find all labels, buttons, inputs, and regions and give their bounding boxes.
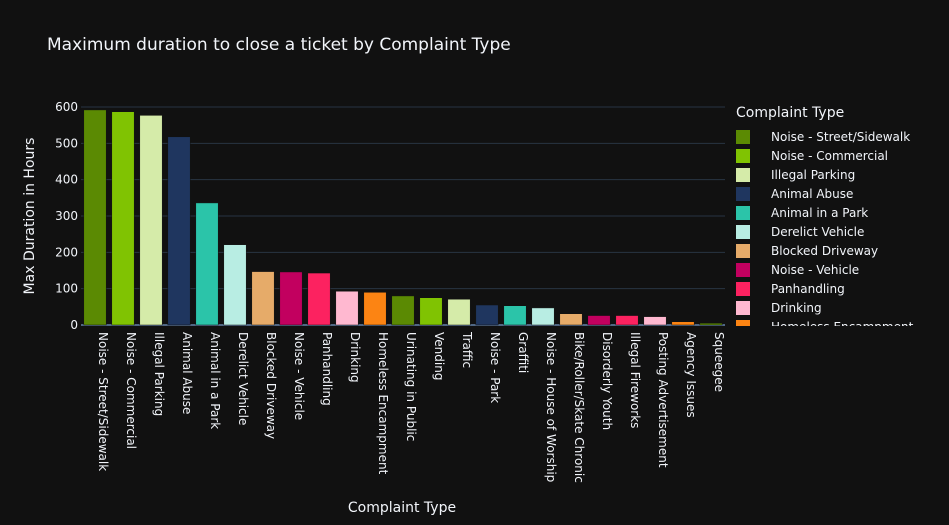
legend-swatch — [736, 206, 750, 220]
x-tick-label: Noise - Commercial — [124, 332, 138, 449]
legend-item[interactable]: Noise - Vehicle — [727, 260, 937, 279]
x-tick-label: Illegal Fireworks — [628, 332, 642, 428]
legend-swatch — [736, 282, 750, 296]
legend-label: Animal in a Park — [771, 206, 868, 220]
y-axis-ticks: 0 100 200 300 400 500 600 — [55, 100, 78, 332]
x-tick-label: Noise - Street/Sidewalk — [96, 332, 110, 471]
legend-swatch — [736, 149, 750, 163]
y-tick-label: 100 — [55, 282, 78, 296]
legend-label: Noise - Vehicle — [771, 263, 859, 277]
x-tick-label: Graffiti — [516, 332, 530, 373]
x-tick-label: Animal in a Park — [208, 332, 222, 429]
x-tick-label: Urinating in Public — [404, 332, 418, 441]
bar[interactable] — [700, 323, 722, 325]
legend-title: Complaint Type — [736, 104, 937, 122]
bar[interactable] — [252, 272, 274, 325]
legend-item[interactable]: Illegal Parking — [727, 165, 937, 184]
y-tick-label: 200 — [55, 245, 78, 259]
bar[interactable] — [532, 308, 554, 325]
legend-item[interactable]: Homeless Encampment — [727, 317, 937, 326]
legend-swatch — [736, 301, 750, 315]
y-tick-label: 600 — [55, 100, 78, 114]
bar[interactable] — [392, 296, 414, 325]
x-axis-ticks: Noise - Street/Sidewalk Noise - Commercia… — [96, 331, 726, 483]
x-tick-label: Bike/Roller/Skate Chronic — [572, 332, 586, 483]
bar[interactable] — [588, 316, 610, 325]
x-tick-label: Vending — [432, 332, 446, 380]
x-tick-label: Drinking — [348, 332, 362, 383]
legend-swatch — [736, 244, 750, 258]
bar[interactable] — [112, 112, 134, 325]
legend-label: Animal Abuse — [771, 187, 853, 201]
legend: Complaint Type Noise - Street/Sidewalk No… — [727, 104, 937, 326]
x-tick-label: Noise - Vehicle — [292, 332, 306, 420]
legend-label: Drinking — [771, 301, 822, 315]
bar[interactable] — [420, 298, 442, 325]
x-tick-label: Illegal Parking — [152, 332, 166, 416]
legend-item[interactable]: Animal in a Park — [727, 203, 937, 222]
legend-label: Panhandling — [771, 282, 845, 296]
legend-item[interactable]: Noise - Commercial — [727, 146, 937, 165]
legend-swatch — [736, 320, 750, 327]
bar[interactable] — [644, 317, 666, 325]
y-axis-title: Max Duration in Hours — [22, 138, 38, 295]
legend-label: Blocked Driveway — [771, 244, 878, 258]
legend-swatch — [736, 130, 750, 144]
x-tick-label: Derelict Vehicle — [236, 332, 250, 425]
bar[interactable] — [224, 245, 246, 325]
x-tick-label: Homeless Encampment — [376, 332, 390, 475]
bars — [84, 110, 722, 325]
chart-title: Maximum duration to close a ticket by Co… — [47, 35, 511, 55]
x-tick-label: Panhandling — [320, 332, 334, 406]
x-tick-label: Noise - Park — [488, 332, 502, 403]
legend-item[interactable]: Animal Abuse — [727, 184, 937, 203]
x-tick-label: Disorderly Youth — [600, 332, 614, 430]
y-tick-label: 500 — [55, 136, 78, 150]
legend-swatch — [736, 225, 750, 239]
bar[interactable] — [168, 137, 190, 325]
legend-items: Noise - Street/Sidewalk Noise - Commercia… — [727, 127, 937, 326]
bar[interactable] — [448, 299, 470, 325]
x-tick-label: Noise - House of Worship — [544, 332, 558, 482]
legend-swatch — [736, 187, 750, 201]
bar[interactable] — [196, 203, 218, 325]
legend-label: Derelict Vehicle — [771, 225, 864, 239]
legend-swatch — [736, 263, 750, 277]
y-tick-label: 300 — [55, 209, 78, 223]
legend-swatch — [736, 168, 750, 182]
legend-item[interactable]: Blocked Driveway — [727, 241, 937, 260]
legend-item[interactable]: Noise - Street/Sidewalk — [727, 127, 937, 146]
bar[interactable] — [84, 110, 106, 325]
legend-label: Homeless Encampment — [771, 320, 913, 327]
x-tick-label: Squeegee — [712, 332, 726, 392]
x-tick-label: Animal Abuse — [180, 332, 194, 414]
x-tick-label: Blocked Driveway — [264, 332, 278, 439]
legend-label: Noise - Street/Sidewalk — [771, 130, 910, 144]
bar[interactable] — [140, 115, 162, 325]
bar[interactable] — [560, 314, 582, 325]
bar[interactable] — [616, 316, 638, 325]
legend-item[interactable]: Drinking — [727, 298, 937, 317]
y-tick-label: 400 — [55, 173, 78, 187]
legend-item[interactable]: Derelict Vehicle — [727, 222, 937, 241]
y-tick-label: 0 — [70, 318, 78, 332]
legend-item[interactable]: Panhandling — [727, 279, 937, 298]
bar[interactable] — [672, 322, 694, 325]
bar[interactable] — [280, 272, 302, 325]
x-tick-label: Traffic — [460, 331, 474, 368]
bar[interactable] — [364, 292, 386, 325]
bar[interactable] — [308, 273, 330, 325]
legend-label: Illegal Parking — [771, 168, 855, 182]
legend-label: Noise - Commercial — [771, 149, 888, 163]
x-tick-label: Posting Advertisement — [656, 332, 670, 468]
x-axis-title: Complaint Type — [348, 500, 456, 516]
bar[interactable] — [476, 305, 498, 325]
bar[interactable] — [336, 291, 358, 325]
x-tick-label: Agency Issues — [684, 332, 698, 418]
bar[interactable] — [504, 306, 526, 325]
